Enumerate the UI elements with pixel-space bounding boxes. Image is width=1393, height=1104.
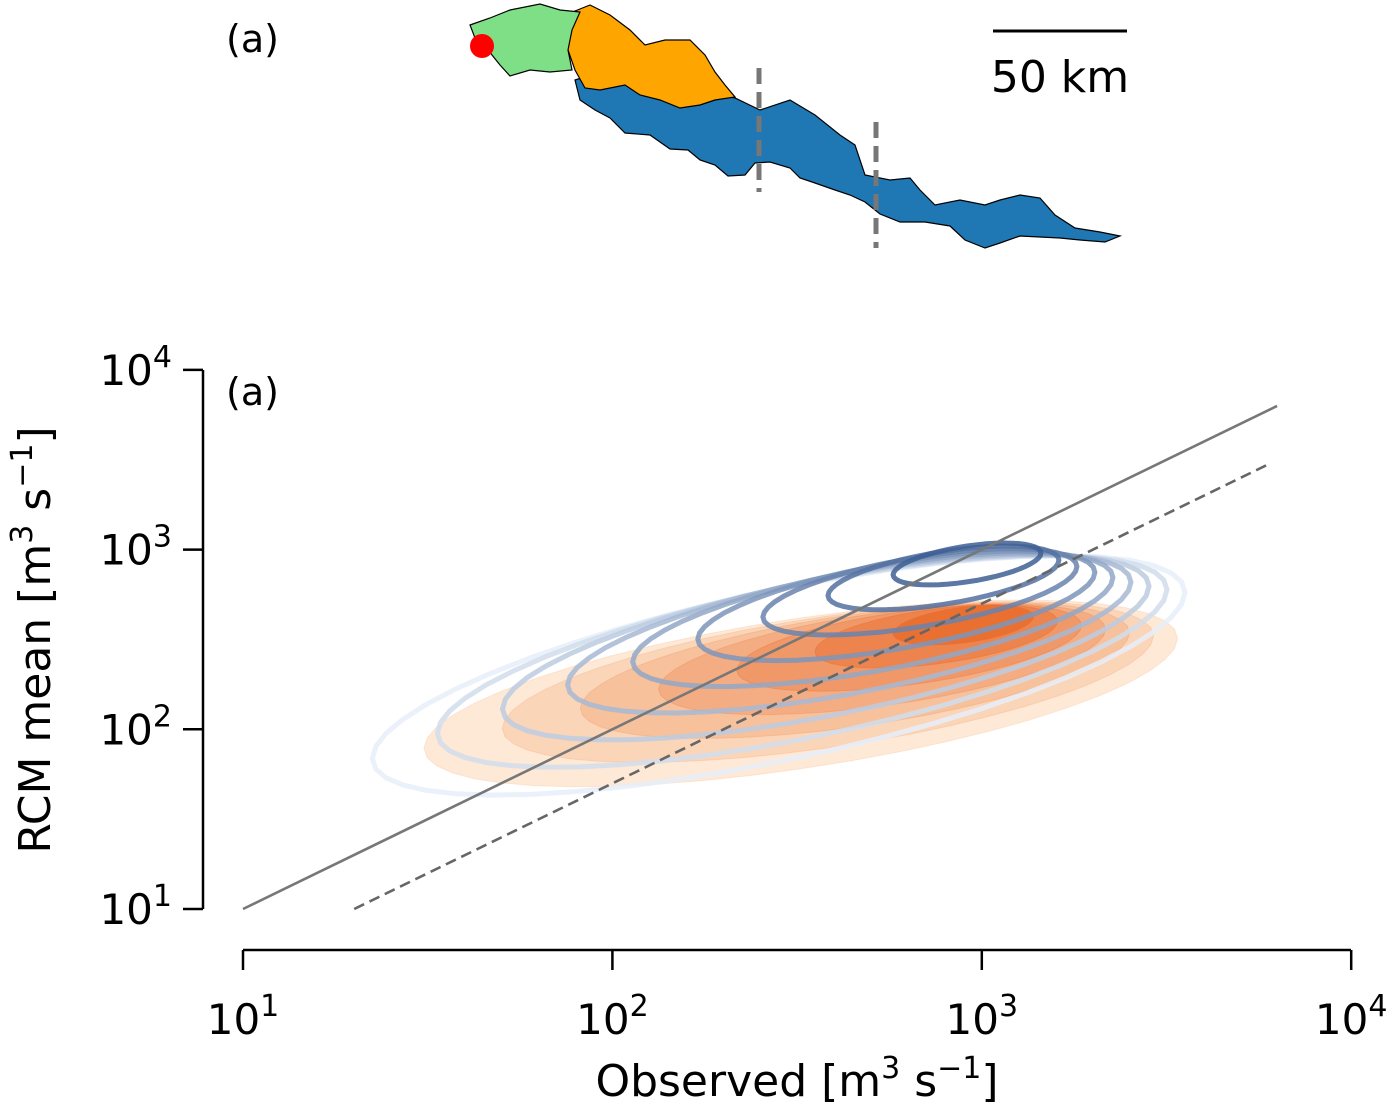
x-tick-label: 101 [207,989,280,1044]
outlet-marker [470,34,494,58]
catchment-orange [559,4,737,109]
chart-panel-label: (a) [226,370,279,414]
x-tick-label: 103 [946,989,1019,1044]
one-to-one-line [242,404,1278,911]
y-tick-label: 104 [99,340,172,395]
map-panel-label: (a) [226,17,279,61]
blue-contour-level-8 [825,543,1062,613]
orange-contour-level-7 [892,604,1035,646]
blue-kde-lines [369,540,1188,798]
chart-panel: (a) 101 102 103 104 101 102 103 104 Observed [m… [5,340,1387,1104]
reference-lines [242,404,1278,911]
x-axis-label: Observed [m3 s−1] [595,1051,998,1104]
x-tick-label: 104 [1315,989,1388,1044]
blue-contour-level-7 [760,546,1080,638]
y-axis-label: RCM mean [m3 s−1] [5,426,61,853]
scale-bar-label: 50 km [991,52,1129,103]
y-tick-label: 102 [99,699,172,754]
map-panel: (a) 50 km [226,3,1129,249]
blue-contour-level-9 [890,540,1044,588]
x-tick-label: 102 [576,989,649,1044]
half-ratio-line [353,462,1270,911]
catchment-blue [574,69,1123,249]
y-tick-label: 103 [99,520,172,575]
y-tick-label: 101 [99,879,172,934]
